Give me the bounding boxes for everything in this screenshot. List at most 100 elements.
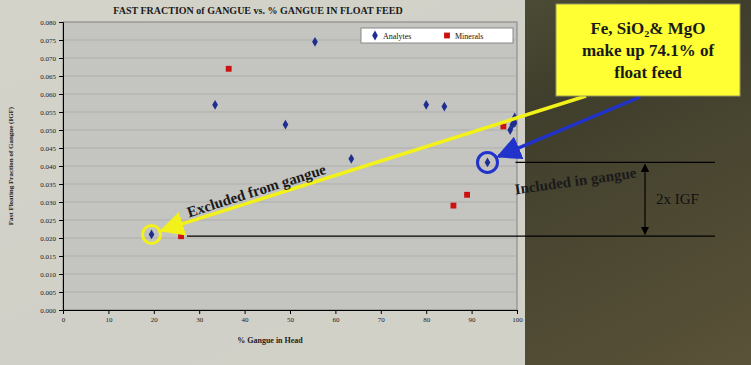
- tick-mark: [199, 310, 200, 314]
- tick-label: 90: [469, 316, 477, 324]
- tick: 0.065: [40, 73, 63, 81]
- tick-mark: [472, 310, 473, 314]
- tick-label: 0.025: [40, 217, 56, 225]
- annotation: Excluded from gangue: [185, 161, 328, 220]
- tick-label: 0.080: [40, 19, 56, 27]
- tick-label: 0.045: [40, 145, 56, 153]
- tick-mark: [59, 40, 63, 41]
- point: [464, 192, 470, 198]
- tick: 0.015: [40, 253, 63, 261]
- series: [178, 66, 506, 239]
- grid-line: [63, 256, 517, 257]
- tick-label: 0.020: [40, 235, 56, 243]
- tick: 40: [242, 310, 250, 324]
- tick: 0.005: [40, 289, 63, 297]
- tick-mark: [59, 112, 63, 113]
- tick: 70: [378, 310, 386, 324]
- point: [149, 229, 155, 239]
- tick-mark: [59, 184, 63, 185]
- tick-label: 0.040: [40, 163, 56, 171]
- grid-line: [63, 22, 517, 23]
- tick-mark: [108, 310, 109, 314]
- tick-mark: [381, 310, 382, 314]
- marks: [149, 37, 517, 239]
- tick-mark: [59, 220, 63, 221]
- x-axis-title: % Gangue in Head: [237, 336, 303, 345]
- axis-line: [64, 311, 518, 315]
- legend: AnalytesMinerals: [361, 28, 513, 43]
- tick-label: 70: [378, 316, 386, 324]
- tick-mark: [59, 238, 63, 239]
- grid-line: [63, 76, 517, 77]
- tick-mark: [517, 310, 518, 314]
- tick-label: 0.070: [40, 55, 56, 63]
- y-axis: 0.000 0.005 0.010 0.015 0.020 0.025 0.030 0.035…: [40, 19, 63, 315]
- tick: 0.030: [40, 199, 63, 207]
- tick-label: 0.030: [40, 199, 56, 207]
- annotations: 2x IGF Excluded from gangue Included in ga…: [143, 4, 740, 243]
- tick-label: 0.005: [40, 289, 56, 297]
- point: [423, 100, 429, 110]
- tick-mark: [59, 130, 63, 131]
- grid-line: [63, 274, 517, 275]
- arrow: [162, 96, 586, 230]
- tick: 0.000: [40, 307, 63, 315]
- annotation: 2x IGF: [656, 191, 699, 207]
- tick-label: 0.055: [40, 109, 56, 117]
- series: [149, 37, 517, 239]
- point: [485, 157, 491, 167]
- grid-line: [63, 220, 517, 221]
- grid-line: [63, 292, 517, 293]
- arrow: [498, 97, 640, 156]
- tick-label: 0.075: [40, 37, 56, 45]
- tick: 0.010: [40, 271, 63, 279]
- legend-box: [361, 28, 513, 43]
- tick-label: 10: [105, 316, 113, 324]
- tick-mark: [59, 58, 63, 59]
- tick: 20: [151, 310, 159, 324]
- tick-mark: [335, 310, 336, 314]
- tick-label: 0.010: [40, 271, 56, 279]
- highlight-ring: [143, 225, 161, 243]
- grid-line: [63, 166, 517, 167]
- tick-mark: [290, 310, 291, 314]
- tick-mark: [59, 274, 63, 275]
- tick: 0.080: [40, 19, 63, 27]
- highlight-ring: [477, 152, 497, 172]
- tick: 50: [287, 310, 295, 324]
- tick: 0.050: [40, 127, 63, 135]
- reference-line: [187, 236, 715, 237]
- x-axis: 0102030405060708090100: [62, 310, 524, 324]
- tick-label: 80: [423, 316, 431, 324]
- tick-label: 40: [242, 316, 250, 324]
- tick-mark: [59, 148, 63, 149]
- tick-mark: [59, 310, 63, 311]
- annotation: Included in gangue: [514, 164, 638, 197]
- grid-line: [63, 130, 517, 131]
- tick-label: 0.035: [40, 181, 56, 189]
- axis-line: [59, 23, 64, 311]
- tick-mark: [59, 94, 63, 95]
- grid: [63, 22, 517, 310]
- tick: 100: [512, 310, 523, 324]
- legend-marker: [372, 31, 378, 41]
- grid-line: [63, 238, 517, 239]
- tick-mark: [59, 256, 63, 257]
- tick-label: 0.065: [40, 73, 56, 81]
- tick-mark: [59, 202, 63, 203]
- tick-label: 0.050: [40, 127, 56, 135]
- tick-label: 30: [196, 316, 204, 324]
- tick-mark: [426, 310, 427, 314]
- y-axis-title: Fast Floating Fraction of Gangue (IGF): [7, 106, 15, 225]
- tick: 0.045: [40, 145, 63, 153]
- chart: 0.000 0.005 0.010 0.015 0.020 0.025 0.030 0.035…: [0, 0, 751, 365]
- tick-label: 60: [332, 316, 340, 324]
- grid-line: [63, 202, 517, 203]
- tick: 30: [196, 310, 204, 324]
- tick-mark: [59, 292, 63, 293]
- tick-label: 100: [512, 316, 523, 324]
- background: [0, 0, 751, 365]
- point: [348, 154, 354, 164]
- tick: 0.035: [40, 181, 63, 189]
- tick-label: 0.000: [40, 307, 56, 315]
